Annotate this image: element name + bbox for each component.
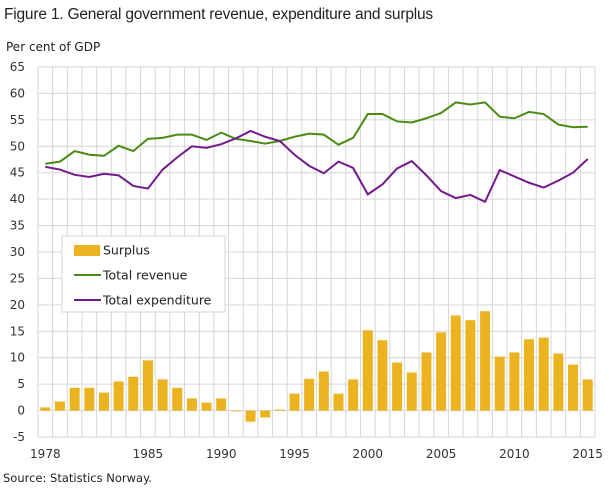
surplus-bar [172, 387, 183, 411]
x-tick-label: 1978 [30, 447, 61, 461]
y-tick-label: 30 [10, 245, 25, 259]
legend-label: Total revenue [102, 268, 188, 283]
y-tick-label: 15 [10, 324, 25, 338]
surplus-bar [113, 381, 124, 411]
surplus-bar [333, 393, 344, 411]
surplus-bar [201, 402, 212, 411]
surplus-bar [245, 410, 256, 422]
surplus-bar [553, 353, 564, 411]
y-tick-label: 50 [10, 139, 25, 153]
x-tick-label: 1990 [206, 447, 237, 461]
surplus-bar [421, 352, 432, 411]
surplus-bar [406, 372, 417, 411]
surplus-bar [436, 332, 447, 411]
surplus-bar [538, 337, 549, 411]
y-tick-label: 10 [10, 351, 25, 365]
surplus-bar [465, 320, 476, 411]
surplus-bar [480, 311, 491, 411]
surplus-bar [186, 398, 197, 411]
y-axis-label: Per cent of GDP [6, 40, 101, 54]
surplus-bar [216, 398, 227, 411]
x-tick-label: 2000 [353, 447, 384, 461]
y-tick-label: 60 [10, 86, 25, 100]
x-tick-label: 2015 [572, 447, 603, 461]
surplus-bar [289, 393, 300, 411]
y-tick-label: 65 [10, 60, 25, 74]
surplus-bar [54, 401, 65, 411]
surplus-bar [40, 407, 51, 411]
legend-label: Total expenditure [102, 293, 212, 308]
surplus-bar [362, 330, 373, 411]
y-tick-label: 55 [10, 113, 25, 127]
surplus-bar [524, 339, 535, 411]
y-tick-label: 5 [17, 377, 25, 391]
total-revenue-line [45, 101, 588, 165]
y-tick-label: 20 [10, 298, 25, 312]
surplus-bar [568, 364, 579, 411]
y-tick-label: 45 [10, 166, 25, 180]
surplus-bar [494, 356, 505, 411]
x-tick-label: 1995 [279, 447, 310, 461]
y-tick-label: 35 [10, 219, 25, 233]
legend-label: Surplus [103, 243, 150, 258]
legend-swatch-surplus [74, 245, 100, 256]
surplus-bar [157, 379, 168, 411]
surplus-bar [98, 392, 109, 411]
y-tick-label: -5 [13, 430, 25, 444]
chart-title: Figure 1. General government revenue, ex… [4, 6, 433, 23]
surplus-bar [582, 379, 593, 411]
surplus-bar [348, 379, 359, 411]
surplus-bar [84, 387, 95, 411]
x-tick-label: 2010 [499, 447, 530, 461]
surplus-bar [142, 360, 153, 411]
y-tick-label: 40 [10, 192, 25, 206]
surplus-bar [230, 410, 241, 412]
y-tick-label: 0 [17, 404, 25, 418]
total-expenditure-line [45, 129, 589, 204]
surplus-bar [304, 378, 315, 411]
surplus-bar [377, 340, 388, 411]
surplus-bar [318, 371, 329, 411]
surplus-bar [69, 387, 80, 411]
x-tick-label: 2005 [426, 447, 457, 461]
surplus-bar [509, 352, 520, 411]
surplus-bar [128, 376, 139, 411]
surplus-bar [260, 410, 271, 418]
y-tick-label: 25 [10, 271, 25, 285]
surplus-bar [274, 409, 285, 411]
surplus-bar [392, 362, 403, 411]
surplus-bar [450, 315, 461, 411]
source-note: Source: Statistics Norway. [3, 471, 152, 485]
x-tick-label: 1985 [133, 447, 164, 461]
